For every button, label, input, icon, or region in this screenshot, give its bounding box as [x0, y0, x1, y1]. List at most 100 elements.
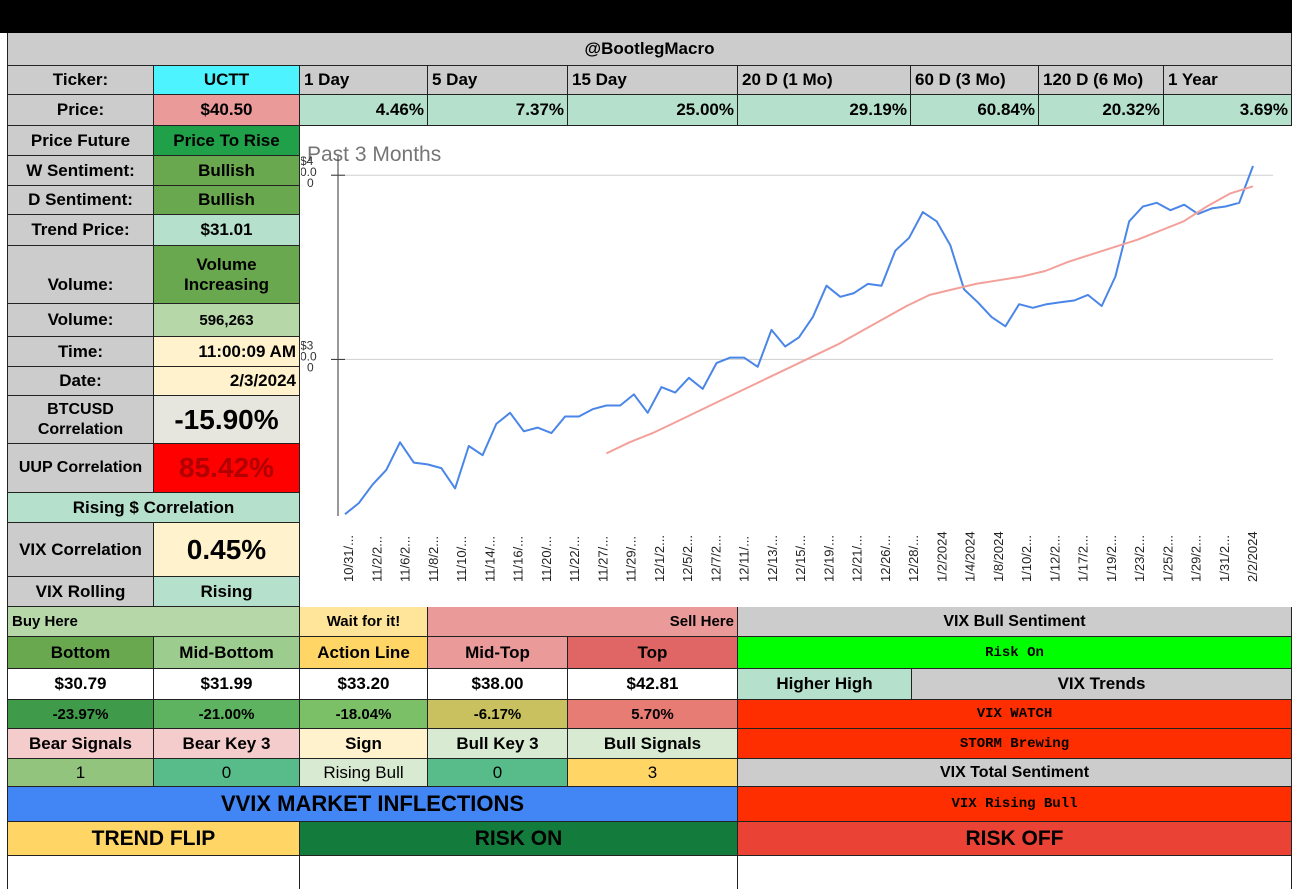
chart-x-tick-label: 11/20/... [539, 536, 554, 582]
signal-value-bear-key-3: 0 [154, 759, 300, 787]
wait-label: Wait for it! [300, 607, 428, 637]
chart-y-tick-label: $3 0.0 0 [301, 338, 317, 374]
rising-correlation: Rising $ Correlation [8, 493, 300, 523]
btc-correlation-value: -15.90% [154, 396, 300, 444]
price-future-label: Price Future [8, 126, 154, 156]
vix-higher-high: Higher High [738, 669, 912, 700]
chart-x-tick-label: 10/31/... [341, 535, 356, 582]
period-15-day: 15 Day [568, 66, 738, 95]
chart-x-tick-label: 12/13/... [765, 535, 780, 582]
chart-x-tick-label: 1/25/2... [1160, 535, 1175, 582]
date-value: 2/3/2024 [154, 367, 300, 396]
btc-correlation-label: BTCUSD Correlation [8, 396, 154, 444]
signal-header-bear-key-3: Bear Key 3 [154, 729, 300, 759]
vix-watch: VIX WATCH [738, 700, 1292, 729]
signal-value-bull-signals: 3 [568, 759, 738, 787]
chart-x-tick-label: 11/10/... [454, 536, 469, 582]
chart-x-tick-label: 1/4/2024 [963, 531, 978, 582]
chart-x-tick-label: 12/7/2... [708, 535, 723, 582]
trend-price-label: Trend Price: [8, 215, 154, 246]
period-120-day: 120 D (6 Mo) [1039, 66, 1164, 95]
empty-cell-right[interactable] [738, 856, 1292, 889]
chart-x-tick-label: 12/19/... [821, 535, 836, 582]
chart-x-tick-label: 1/23/2... [1132, 535, 1147, 582]
signal-header-bear-signals: Bear Signals [8, 729, 154, 759]
buy-here-label: Buy Here [8, 607, 300, 637]
uup-correlation-label: UUP Correlation [8, 444, 154, 493]
ticker-label: Ticker: [8, 66, 154, 95]
return-20-day: 29.19% [738, 95, 911, 126]
chart-x-tick-label: 11/16/... [511, 536, 526, 582]
date-label: Date: [8, 367, 154, 396]
level-header-top: Top [568, 637, 738, 669]
chart-x-tick-label: 11/29/... [624, 536, 639, 582]
chart-x-tick-label: 1/29/2... [1189, 535, 1204, 582]
chart-x-tick-label: 12/28/... [906, 535, 921, 582]
volume-value: 596,263 [154, 304, 300, 337]
vix-risk-on: Risk On [738, 637, 1292, 669]
period-5-day: 5 Day [428, 66, 568, 95]
chart-x-tick-label: 12/11/... [737, 536, 752, 582]
chart-x-tick-label: 1/31/2... [1217, 535, 1232, 582]
price-label: Price: [8, 95, 154, 126]
volume-label: Volume: [8, 304, 154, 337]
top-black-bar [0, 0, 1292, 33]
chart-x-tick-label: 11/27/... [595, 536, 610, 582]
chart-x-tick-label: 1/2/2024 [934, 531, 949, 582]
chart-x-tick-label: 11/8/2... [426, 536, 441, 582]
period-1-day: 1 Day [300, 66, 428, 95]
vix-trends-label: VIX Trends [912, 669, 1292, 700]
chart-x-tick-label: 11/2/2... [369, 536, 384, 582]
volume-trend-label: Volume: [8, 246, 154, 304]
return-15-day: 25.00% [568, 95, 738, 126]
level-price-action-line: $33.20 [300, 669, 428, 700]
time-label: Time: [8, 337, 154, 367]
chart-x-tick-label: 1/12/2... [1047, 535, 1062, 582]
signal-header-bull-key-3: Bull Key 3 [428, 729, 568, 759]
chart-x-tick-label: 12/5/2... [680, 535, 695, 582]
return-1-day: 4.46% [300, 95, 428, 126]
vix-total-sentiment-label: VIX Total Sentiment [738, 759, 1292, 787]
d-sentiment-label: D Sentiment: [8, 186, 154, 215]
level-price-bottom: $30.79 [8, 669, 154, 700]
level-pct-mid-bottom: -21.00% [154, 700, 300, 729]
empty-cell-mid[interactable] [300, 856, 738, 889]
vix-storm-brewing: STORM Brewing [738, 729, 1292, 759]
chart-title: Past 3 Months [307, 143, 441, 166]
chart-x-tick-label: 12/1/2... [652, 535, 667, 582]
w-sentiment-value: Bullish [154, 156, 300, 186]
chart-x-tick-label: 1/8/2024 [991, 531, 1006, 582]
chart-x-tick-label: 1/17/2... [1076, 535, 1091, 582]
period-20-day: 20 D (1 Mo) [738, 66, 911, 95]
sell-here-label: Sell Here [428, 607, 738, 637]
return-60-day: 60.84% [911, 95, 1039, 126]
level-price-top: $42.81 [568, 669, 738, 700]
price-chart: Past 3 Months $4 0.0 0 $3 0.0 0 10/31/... 11/2… [301, 129, 1291, 605]
empty-cell-left[interactable] [8, 856, 300, 889]
vix-correlation-value: 0.45% [154, 523, 300, 577]
chart-x-tick-label: 11/22/... [567, 536, 582, 582]
trend-flip-banner: TREND FLIP [8, 822, 300, 856]
chart-series-trend [605, 185, 1254, 455]
level-price-mid-top: $38.00 [428, 669, 568, 700]
price-future-value: Price To Rise [154, 126, 300, 156]
ticker-value[interactable]: UCTT [154, 66, 300, 95]
level-header-mid-top: Mid-Top [428, 637, 568, 669]
signal-value-bull-key-3: 0 [428, 759, 568, 787]
vix-bull-sentiment-label: VIX Bull Sentiment [738, 607, 1292, 637]
time-value: 11:00:09 AM [154, 337, 300, 367]
vix-correlation-label: VIX Correlation [8, 523, 154, 577]
chart-x-tick-label: 12/15/... [793, 535, 808, 582]
handle-header: @BootlegMacro [8, 33, 1292, 66]
signal-header-sign: Sign [300, 729, 428, 759]
level-pct-action-line: -18.04% [300, 700, 428, 729]
level-header-bottom: Bottom [8, 637, 154, 669]
vix-rising-bull: VIX Rising Bull [738, 787, 1292, 822]
chart-y-tick-label: $4 0.0 0 [301, 154, 317, 190]
d-sentiment-value: Bullish [154, 186, 300, 215]
volume-trend-value: Volume Increasing [154, 246, 300, 304]
chart-x-tick-label: 1/10/2... [1019, 535, 1034, 582]
uup-correlation-value: 85.42% [154, 444, 300, 493]
level-header-mid-bottom: Mid-Bottom [154, 637, 300, 669]
vvix-title: VVIX MARKET INFLECTIONS [8, 787, 738, 822]
